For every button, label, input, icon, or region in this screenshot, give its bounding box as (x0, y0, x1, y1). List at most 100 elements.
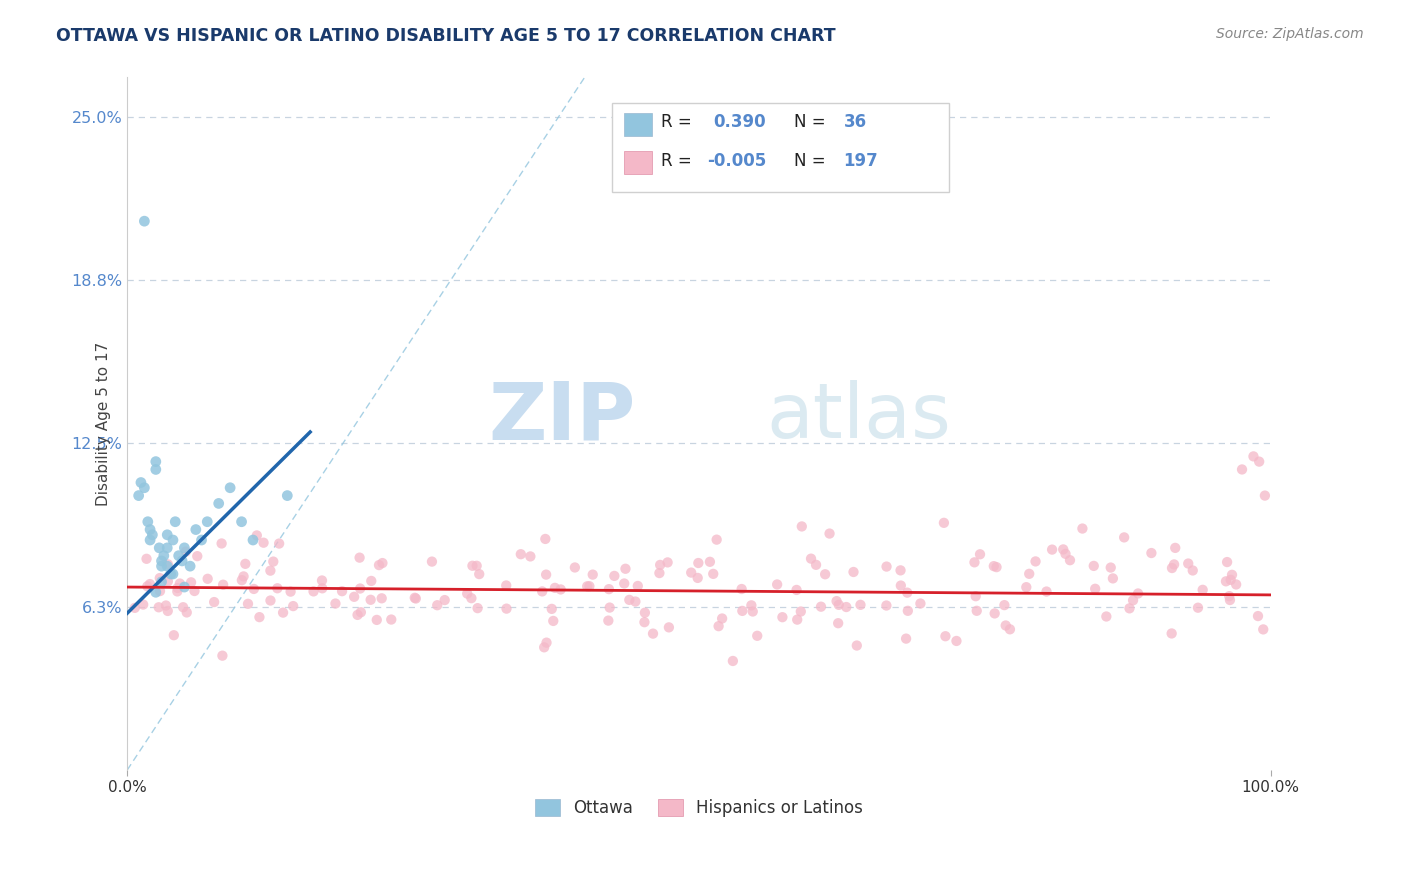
Point (876, 559, 898, 574)
Point (1126, 586, 1149, 600)
Point (243, 582, 266, 596)
Text: 0.390: 0.390 (713, 113, 765, 131)
Point (627, 579, 650, 593)
Point (519, 549, 541, 564)
Point (380, 613, 402, 627)
Point (934, 629, 956, 643)
Point (641, 626, 664, 640)
Point (163, 628, 186, 642)
Point (910, 597, 932, 611)
Point (460, 591, 482, 606)
Point (172, 554, 194, 568)
Point (172, 600, 194, 615)
Point (136, 579, 159, 593)
Point (311, 582, 333, 596)
Point (1071, 522, 1094, 536)
Point (233, 557, 256, 571)
Point (983, 559, 1005, 574)
Point (156, 558, 179, 572)
Point (156, 574, 179, 589)
Point (156, 604, 179, 618)
Point (495, 601, 517, 615)
Point (965, 589, 987, 603)
Point (212, 577, 235, 591)
Point (148, 600, 170, 615)
Point (983, 607, 1005, 621)
Point (634, 606, 657, 620)
Point (366, 613, 388, 627)
Point (162, 533, 184, 547)
Point (688, 556, 710, 570)
Point (184, 523, 207, 537)
Point (283, 599, 305, 613)
Point (825, 594, 848, 608)
Point (1216, 555, 1239, 569)
Point (1230, 462, 1253, 476)
Point (804, 558, 827, 572)
Point (208, 496, 231, 510)
Point (139, 523, 162, 537)
Point (467, 601, 489, 615)
Point (179, 559, 201, 574)
Point (828, 598, 851, 612)
Point (141, 528, 163, 542)
Point (603, 569, 626, 583)
Point (741, 605, 763, 619)
Point (550, 582, 572, 597)
Point (259, 564, 281, 578)
Point (420, 555, 443, 569)
Point (657, 555, 679, 569)
Point (1215, 574, 1237, 589)
Point (139, 533, 162, 547)
Point (533, 640, 555, 655)
Text: -0.005: -0.005 (707, 152, 766, 169)
Point (1218, 589, 1240, 603)
Point (1163, 558, 1185, 572)
Point (543, 614, 565, 628)
Point (252, 535, 274, 549)
Point (1161, 561, 1184, 575)
Point (134, 214, 156, 228)
Point (730, 582, 752, 596)
Point (810, 599, 832, 614)
Point (165, 515, 187, 529)
Point (576, 579, 599, 593)
Point (582, 567, 605, 582)
Point (1122, 593, 1144, 607)
Point (835, 600, 858, 615)
Point (166, 581, 188, 595)
Point (155, 599, 177, 613)
Point (136, 515, 159, 529)
Point (360, 592, 382, 607)
Point (702, 566, 724, 581)
Point (330, 584, 353, 599)
Point (1083, 558, 1105, 573)
Point (534, 567, 557, 582)
Point (211, 648, 233, 663)
Point (731, 604, 754, 618)
Point (150, 554, 173, 568)
Point (269, 536, 291, 550)
Point (1251, 623, 1274, 637)
Point (231, 573, 253, 587)
Point (302, 584, 325, 599)
Point (1118, 601, 1140, 615)
Point (1177, 557, 1199, 571)
Text: 197: 197 (844, 152, 879, 169)
Point (1018, 566, 1040, 581)
Point (232, 569, 254, 583)
Point (633, 615, 655, 630)
Point (889, 563, 911, 577)
Point (1249, 455, 1271, 469)
Point (349, 550, 371, 565)
Point (1015, 580, 1038, 594)
Point (1040, 542, 1063, 557)
Point (1052, 542, 1074, 557)
Point (790, 605, 813, 619)
Point (681, 566, 703, 580)
Point (183, 584, 205, 599)
Point (202, 595, 225, 609)
Point (598, 614, 620, 628)
Point (814, 567, 837, 582)
Point (135, 551, 157, 566)
